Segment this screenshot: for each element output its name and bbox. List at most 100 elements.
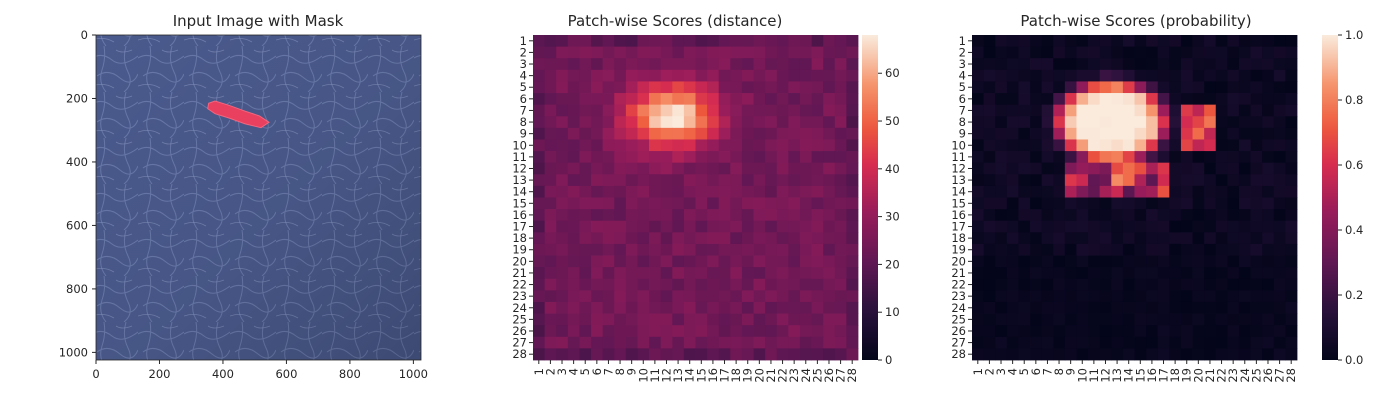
heatmap-cell: [1169, 162, 1182, 175]
heatmap-cell: [995, 162, 1008, 175]
heatmap-cell: [730, 255, 743, 268]
x-tick-label: 2: [543, 368, 557, 375]
heatmap-cell: [1180, 243, 1193, 256]
heatmap-cell: [765, 69, 778, 82]
heatmap-cell: [823, 162, 836, 175]
heatmap-cell: [567, 220, 580, 233]
heatmap-cell: [765, 185, 778, 198]
heatmap-cell: [614, 162, 627, 175]
heatmap-cell: [625, 255, 638, 268]
heatmap-cell: [1157, 116, 1170, 129]
heatmap-cell: [1088, 174, 1101, 187]
heatmap-cell: [1273, 301, 1286, 314]
heatmap-cell: [983, 348, 996, 361]
mask-overlay: [207, 100, 270, 129]
heatmap-cell: [707, 197, 720, 210]
heatmap-cell: [1169, 301, 1182, 314]
heatmap-cell: [579, 220, 592, 233]
x-tick-label: 3: [555, 368, 569, 375]
heatmap-cell: [776, 255, 789, 268]
heatmap-cell: [730, 104, 743, 117]
heatmap-cell: [544, 232, 557, 245]
y-tick-label: 19: [512, 243, 527, 257]
heatmap-cell: [533, 336, 546, 349]
heatmap-cell: [556, 325, 569, 338]
heatmap-cell: [533, 81, 546, 94]
heatmap-cell: [591, 185, 604, 198]
heatmap-cell: [533, 348, 546, 361]
heatmap-cell: [718, 174, 731, 187]
heatmap-cell: [1204, 209, 1217, 222]
heatmap-cell: [1064, 267, 1077, 280]
heatmap-cell: [1134, 93, 1147, 106]
heatmap-cell: [1250, 301, 1263, 314]
heatmap-cell: [602, 58, 615, 71]
heatmap-cell: [1064, 58, 1077, 71]
heatmap-cell: [1064, 35, 1077, 48]
heatmap-cell: [1227, 232, 1240, 245]
heatmap-cell: [811, 209, 824, 222]
heatmap-cell: [567, 290, 580, 303]
heatmap-cell: [1238, 313, 1251, 326]
heatmap-cell: [776, 290, 789, 303]
y-tick-label: 24: [512, 301, 527, 315]
heatmap-cell: [1076, 313, 1089, 326]
heatmap-cell: [983, 35, 996, 48]
heatmap-cell: [683, 278, 696, 291]
heatmap-cell: [753, 139, 766, 152]
heatmap-cell: [776, 35, 789, 48]
heatmap-cell: [741, 93, 754, 106]
heatmap-cell: [1262, 35, 1275, 48]
heatmap-cell: [579, 313, 592, 326]
heatmap-cell: [1134, 348, 1147, 361]
heatmap-cell: [1146, 220, 1159, 233]
heatmap-cell: [1204, 174, 1217, 187]
heatmap-cell: [1215, 348, 1228, 361]
heatmap-cell: [1088, 104, 1101, 117]
heatmap-cell: [834, 209, 847, 222]
heatmap-cell: [1262, 278, 1275, 291]
heatmap-cell: [625, 325, 638, 338]
heatmap-cell: [1064, 301, 1077, 314]
heatmap-cell: [1053, 290, 1066, 303]
heatmap-cell: [765, 267, 778, 280]
heatmap-cell: [1285, 348, 1298, 361]
heatmap-cell: [579, 232, 592, 245]
heatmap-cell: [649, 209, 662, 222]
heatmap-cell: [649, 220, 662, 233]
heatmap-cell: [1227, 336, 1240, 349]
x-tick-label: 8: [1052, 368, 1066, 375]
heatmap-cell: [1041, 81, 1054, 94]
x-tick-label: 5: [1017, 368, 1031, 375]
heatmap-cell: [1088, 197, 1101, 210]
heatmap-cell: [602, 325, 615, 338]
heatmap-cell: [695, 162, 708, 175]
heatmap-cell: [788, 127, 801, 140]
heatmap-cell: [1227, 348, 1240, 361]
heatmap-cell: [544, 104, 557, 117]
heatmap-cell: [1192, 127, 1205, 140]
heatmap-cell: [1111, 243, 1124, 256]
heatmap-cell: [602, 69, 615, 82]
heatmap-cell: [1157, 209, 1170, 222]
heatmap-cell: [1111, 336, 1124, 349]
heatmap-cell: [556, 46, 569, 59]
heatmap-cell: [846, 151, 859, 164]
heatmap-cell: [1088, 301, 1101, 314]
heatmap-cell: [846, 313, 859, 326]
y-tick-label: 18: [951, 231, 966, 245]
y-tick-label: 17: [951, 220, 966, 234]
heatmap-cell: [1030, 127, 1043, 140]
heatmap-cell: [1157, 325, 1170, 338]
x-tick-label: 11: [648, 368, 662, 383]
heatmap-cell: [776, 209, 789, 222]
heatmap-cell: [1215, 255, 1228, 268]
heatmap-cell: [672, 243, 685, 256]
heatmap-cell: [1088, 348, 1101, 361]
heatmap-cell: [1030, 267, 1043, 280]
heatmap-cell: [846, 290, 859, 303]
y-tick-label: 600: [66, 218, 88, 232]
heatmap-cell: [1006, 232, 1019, 245]
heatmap-cell: [788, 35, 801, 48]
heatmap-cell: [614, 69, 627, 82]
